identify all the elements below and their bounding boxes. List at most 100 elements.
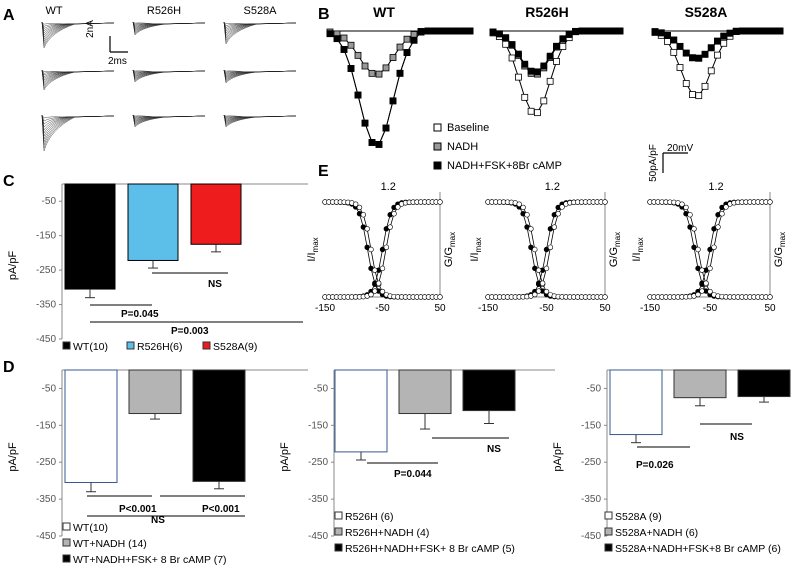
legend-label: S528A+NADH (6) bbox=[615, 527, 698, 539]
data-point bbox=[723, 204, 729, 210]
iv-point bbox=[424, 27, 432, 35]
current-trace bbox=[41, 21, 115, 36]
significance-label: NS bbox=[151, 515, 165, 526]
y-tick-label: -250 bbox=[581, 457, 601, 468]
data-point bbox=[352, 201, 359, 207]
panel-b-title-s528a: S528A bbox=[685, 4, 728, 20]
iv-point bbox=[445, 27, 453, 35]
iv-point bbox=[508, 41, 516, 48]
x-tick-label: 50 bbox=[434, 303, 446, 314]
data-point bbox=[711, 244, 717, 250]
current-trace bbox=[41, 69, 115, 81]
iv-point bbox=[534, 68, 541, 76]
iv-point bbox=[521, 93, 529, 101]
iv-point bbox=[527, 107, 535, 115]
y-tick-label: -450 bbox=[36, 334, 56, 345]
iv-point bbox=[389, 54, 397, 61]
scale-label-time: 2ms bbox=[108, 56, 127, 67]
y-tick-label: -350 bbox=[581, 494, 601, 505]
current-trace bbox=[223, 21, 297, 40]
data-point bbox=[547, 244, 554, 250]
x-tick-label: 50 bbox=[599, 303, 611, 314]
iv-point bbox=[720, 32, 728, 40]
iv-point bbox=[431, 27, 439, 35]
significance-label: P=0.003 bbox=[171, 326, 209, 337]
data-point bbox=[695, 291, 701, 298]
significance-label: NS bbox=[208, 279, 222, 290]
data-point bbox=[703, 280, 709, 286]
current-trace bbox=[41, 114, 115, 143]
iv-point bbox=[403, 35, 411, 43]
x-tick-label: -50 bbox=[703, 303, 718, 314]
current-trace bbox=[41, 114, 115, 119]
legend-swatch bbox=[62, 341, 71, 350]
legend-label: R526H+NADH+FSK+ 8 Br cAMP (5) bbox=[345, 543, 515, 555]
panel-b-iv-curves: WT R526H S528A Baseline NADH NADH+FSK+8B… bbox=[326, 4, 784, 182]
legend-label-fsk: NADH+FSK+8Br cAMP bbox=[447, 160, 562, 172]
legend-label-baseline: Baseline bbox=[447, 122, 489, 134]
data-point bbox=[520, 204, 526, 211]
significance-label: P<0.001 bbox=[202, 504, 240, 515]
iv-point bbox=[540, 97, 548, 105]
panel-a-col-wt: WT bbox=[45, 5, 62, 17]
panel-letter-d: D bbox=[3, 359, 15, 376]
y-label-left: I/Imax bbox=[306, 237, 320, 261]
bar bbox=[128, 369, 182, 415]
data-point bbox=[555, 211, 561, 217]
panel-letter-e: E bbox=[318, 163, 329, 180]
data-point bbox=[383, 244, 390, 250]
current-trace bbox=[41, 114, 115, 122]
panel-a-col-r526h: R526H bbox=[147, 5, 181, 17]
panel-b-title-wt: WT bbox=[373, 4, 395, 20]
panel-letter-a: A bbox=[3, 7, 15, 24]
data-point bbox=[683, 204, 689, 211]
current-trace bbox=[41, 114, 115, 149]
legend-swatch bbox=[62, 554, 71, 563]
x-tick-label: -150 bbox=[315, 303, 335, 314]
iv-point bbox=[597, 27, 605, 35]
y-tick-label: -250 bbox=[36, 265, 56, 276]
y-tick-label: -250 bbox=[36, 457, 56, 468]
legend-swatch bbox=[604, 527, 613, 536]
iv-point bbox=[578, 27, 586, 35]
bar bbox=[190, 183, 242, 245]
legend-marker-baseline bbox=[433, 123, 442, 132]
significance-label: P=0.044 bbox=[394, 469, 432, 480]
legend-label: R526H (6) bbox=[345, 511, 393, 523]
y-tick-label: -50 bbox=[587, 383, 602, 394]
iv-point bbox=[591, 27, 598, 35]
iv-point bbox=[701, 50, 709, 58]
panel-a-traces: WT R526H S528A 2nA 2ms bbox=[41, 5, 297, 152]
current-trace bbox=[223, 114, 297, 128]
bar bbox=[192, 369, 246, 482]
data-point bbox=[368, 246, 374, 253]
iv-point bbox=[770, 27, 778, 35]
iv-point bbox=[354, 51, 362, 59]
legend-label: WT(10) bbox=[73, 522, 108, 534]
data-point bbox=[559, 204, 565, 210]
y-axis-label: pA/pF bbox=[7, 251, 19, 281]
iv-point bbox=[396, 43, 404, 51]
data-point bbox=[707, 246, 713, 253]
panel-a-col-s528a: S528A bbox=[243, 5, 277, 17]
y-axis-label: pA/pF bbox=[552, 442, 564, 472]
panel-letter-c: C bbox=[3, 173, 15, 190]
iv-point bbox=[410, 36, 418, 44]
iv-curve bbox=[492, 30, 620, 75]
iv-point bbox=[347, 41, 355, 49]
iv-point bbox=[764, 27, 771, 35]
iv-point bbox=[707, 67, 715, 75]
current-trace bbox=[41, 114, 115, 131]
iv-point bbox=[559, 35, 567, 43]
legend-label: WT(10) bbox=[73, 341, 108, 353]
y-tick-label: -50 bbox=[314, 383, 329, 394]
legend-label: WT+NADH+FSK+ 8 Br cAMP (7) bbox=[73, 554, 227, 566]
iv-point bbox=[417, 28, 425, 36]
iv-point bbox=[657, 29, 665, 37]
iv-point bbox=[438, 27, 446, 35]
legend-label-nadh: NADH bbox=[447, 141, 478, 153]
current-trace bbox=[41, 21, 115, 43]
legend-marker-fsk bbox=[433, 161, 442, 170]
iv-point bbox=[375, 141, 383, 148]
